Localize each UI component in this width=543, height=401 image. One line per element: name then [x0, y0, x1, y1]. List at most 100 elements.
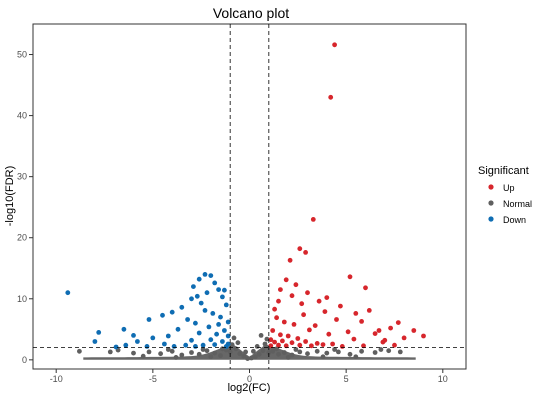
normal-density-band	[83, 344, 416, 360]
legend-label-down: Down	[503, 215, 526, 225]
point-up	[376, 328, 382, 333]
point-normal	[235, 340, 241, 346]
point-normal	[231, 335, 237, 341]
point-normal	[107, 349, 113, 355]
point-normal	[281, 350, 287, 355]
point-normal	[208, 354, 214, 360]
y-tick-label: 30	[17, 172, 27, 182]
x-tick-label: -10	[50, 374, 63, 384]
point-down	[146, 317, 152, 322]
point-up	[359, 319, 364, 324]
point-normal	[165, 347, 171, 352]
point-down	[131, 333, 136, 338]
legend-label-up: Up	[503, 183, 515, 193]
point-up	[339, 344, 345, 349]
point-down	[223, 344, 229, 349]
point-up	[287, 257, 293, 263]
point-up	[276, 298, 281, 304]
plot-panel	[32, 23, 467, 370]
point-up	[332, 42, 337, 48]
point-normal	[227, 349, 233, 355]
point-up	[330, 341, 335, 347]
point-up	[289, 293, 295, 299]
point-down	[216, 287, 222, 292]
point-down	[218, 314, 223, 320]
point-up	[395, 320, 401, 325]
point-up	[272, 306, 277, 312]
point-normal	[77, 348, 82, 354]
point-normal	[233, 346, 239, 352]
point-up	[366, 308, 372, 313]
point-normal	[264, 336, 270, 342]
point-down	[96, 330, 102, 335]
point-down	[196, 276, 202, 282]
point-normal	[262, 341, 268, 347]
x-tick-label: 10	[438, 374, 448, 384]
point-down	[135, 339, 140, 344]
point-down	[185, 317, 191, 322]
point-up	[310, 217, 316, 222]
point-down	[123, 342, 129, 348]
point-normal	[372, 350, 378, 355]
point-down	[208, 273, 214, 278]
point-normal	[386, 348, 392, 354]
threshold-lines	[33, 24, 466, 369]
point-down	[220, 294, 225, 300]
point-down	[193, 344, 198, 349]
point-normal	[314, 348, 320, 354]
point-up	[283, 343, 289, 349]
point-down	[222, 328, 227, 333]
normal-density-area	[83, 344, 416, 360]
point-normal	[320, 354, 326, 360]
legend-swatch-up	[488, 184, 494, 190]
point-up	[392, 342, 397, 348]
point-normal	[131, 350, 136, 356]
point-up	[309, 343, 314, 349]
y-axis-label: -log10(FDR)	[4, 166, 16, 227]
point-normal	[258, 333, 264, 338]
point-down	[220, 339, 225, 344]
point-down	[212, 342, 218, 347]
point-up	[274, 315, 279, 321]
point-down	[189, 337, 194, 343]
point-down	[121, 326, 127, 332]
x-axis: -10 -5 0 5 10	[50, 369, 448, 384]
point-normal	[237, 351, 243, 357]
point-normal	[218, 353, 223, 358]
point-down	[183, 342, 189, 348]
x-tick-label: 5	[344, 374, 349, 384]
point-up	[303, 339, 308, 344]
point-normal	[243, 349, 249, 355]
point-up	[351, 336, 357, 342]
legend-swatch-normal	[488, 200, 494, 206]
point-down	[200, 342, 206, 348]
point-up	[268, 343, 274, 349]
point-normal	[305, 351, 310, 357]
point-up	[268, 337, 274, 343]
point-up	[388, 325, 393, 331]
point-down	[193, 320, 198, 326]
point-normal	[252, 354, 258, 360]
point-down	[189, 296, 194, 302]
legend: Significant Up Normal Down	[478, 165, 532, 225]
point-normal	[229, 342, 235, 347]
point-down	[65, 290, 71, 296]
point-normal	[332, 347, 337, 352]
x-tick-label: 0	[247, 374, 252, 384]
point-up	[334, 317, 339, 322]
point-normal	[189, 350, 194, 355]
point-normal	[146, 349, 152, 355]
y-tick-label: 50	[17, 50, 27, 60]
point-down	[171, 344, 177, 349]
point-normal	[274, 346, 279, 352]
point-up	[272, 339, 277, 345]
point-up	[347, 274, 353, 280]
point-up	[293, 282, 299, 288]
point-up	[380, 339, 386, 345]
point-up	[314, 341, 320, 346]
y-tick-label: 0	[22, 355, 27, 365]
point-up	[297, 342, 303, 348]
point-up	[421, 333, 426, 339]
legend-title: Significant	[478, 165, 529, 177]
point-down	[144, 344, 150, 349]
